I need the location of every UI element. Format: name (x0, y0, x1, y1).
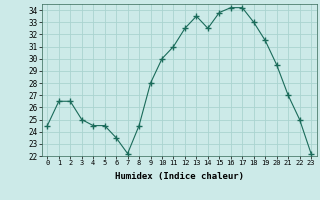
X-axis label: Humidex (Indice chaleur): Humidex (Indice chaleur) (115, 172, 244, 181)
